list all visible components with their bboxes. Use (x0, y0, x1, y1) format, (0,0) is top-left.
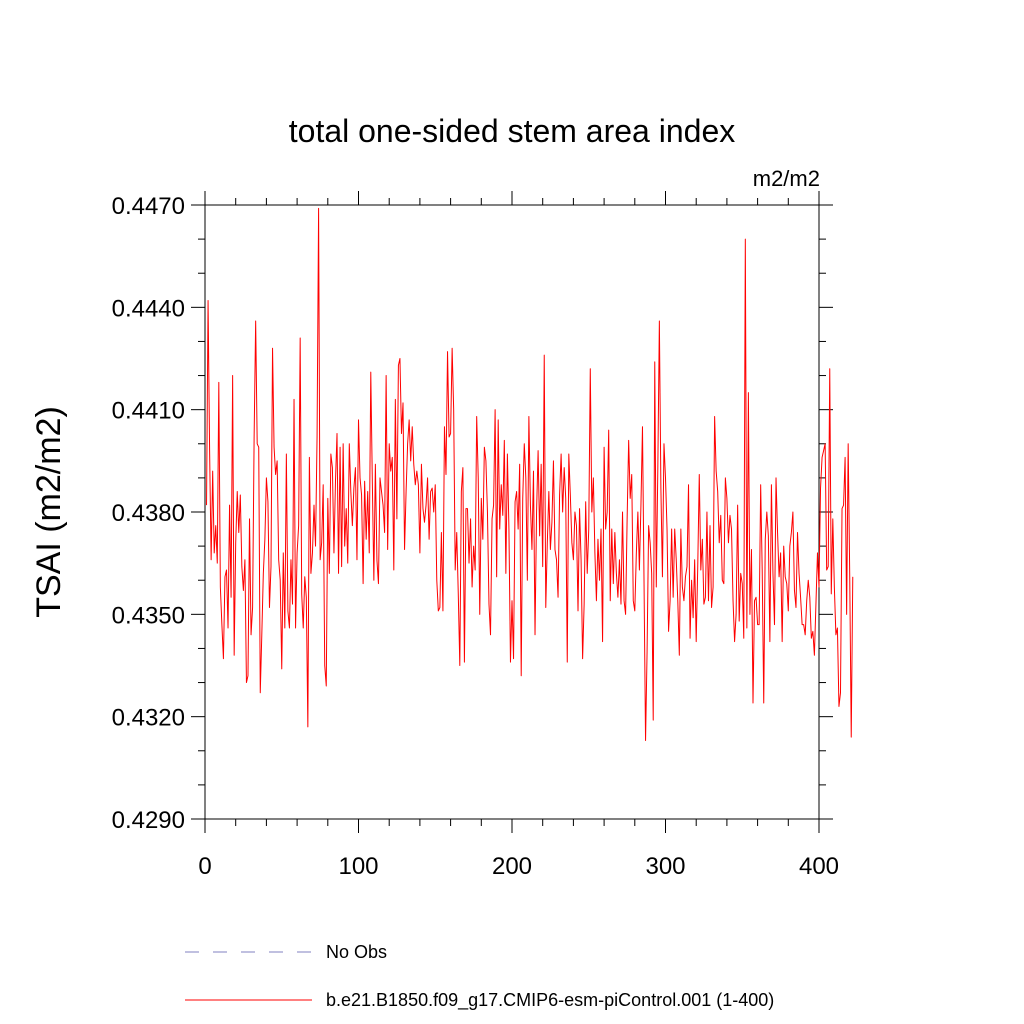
y-tick-label: 0.4440 (112, 295, 185, 322)
legend-label-no-obs: No Obs (326, 942, 387, 962)
legend: No Obs b.e21.B1850.f09_g17.CMIP6-esm-piC… (185, 942, 774, 1011)
y-tick-label: 0.4470 (112, 193, 185, 220)
x-tick-label: 100 (338, 853, 378, 880)
y-tick-label: 0.4290 (112, 807, 185, 834)
x-tick-label: 200 (492, 853, 532, 880)
x-tick-label: 400 (799, 853, 839, 880)
y-axis-label: TSAI (m2/m2) (30, 406, 68, 618)
units-label: m2/m2 (753, 166, 820, 191)
y-tick-label: 0.4410 (112, 398, 185, 425)
y-tick-label: 0.4380 (112, 500, 185, 527)
y-tick-label: 0.4350 (112, 602, 185, 629)
x-tick-label: 300 (645, 853, 685, 880)
legend-label-series: b.e21.B1850.f09_g17.CMIP6-esm-piControl.… (326, 990, 774, 1011)
x-tick-label: 0 (198, 853, 211, 880)
plot-area: 0 100 200 300 400 0.4290 0.4320 0.4350 0.4380 0.4… (112, 191, 854, 880)
series-line (206, 207, 854, 742)
y-tick-label: 0.4320 (112, 705, 185, 732)
chart-title: total one-sided stem area index (289, 113, 735, 149)
